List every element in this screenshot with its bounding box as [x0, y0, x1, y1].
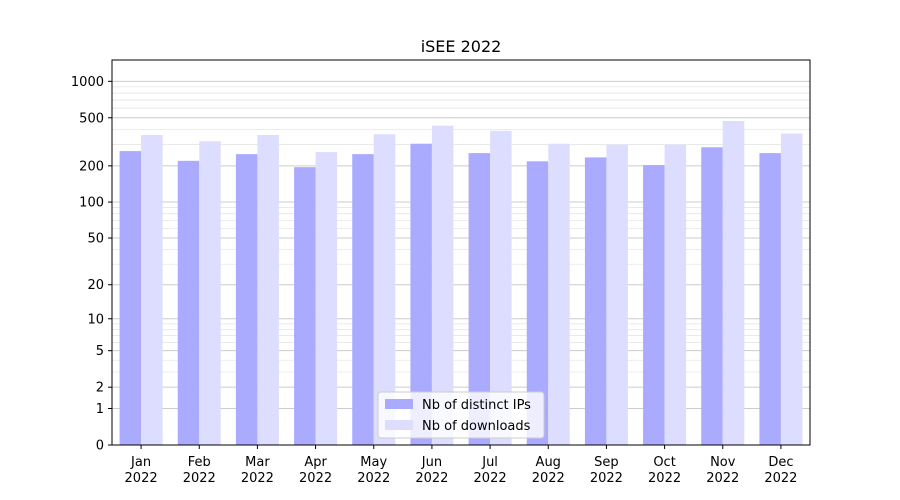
bar-downloads	[664, 144, 687, 445]
grid-lines	[112, 80, 810, 446]
x-tick-label: Apr 2022	[299, 455, 332, 486]
bar-distinct-ips	[468, 153, 491, 446]
bar-downloads	[490, 130, 512, 445]
bar-downloads	[722, 121, 745, 445]
x-tick-label: Mar 2022	[241, 455, 274, 486]
x-tick-label: May 2022	[357, 455, 390, 486]
axes: 0 1 2 5 10 20 50 100 200 500 1000 Jan 2022 Feb 2022 Mar…	[71, 59, 811, 486]
legend-box	[377, 391, 545, 439]
y-tick-label: 500	[79, 111, 104, 126]
legend-swatch	[385, 399, 413, 409]
bar-distinct-ips	[352, 154, 374, 445]
bar-distinct-ips	[177, 160, 200, 445]
legend: Nb of distinct IPs Nb of downloads	[377, 391, 545, 439]
y-tick-label: 200	[79, 159, 104, 174]
bar-distinct-ips	[119, 151, 142, 446]
bar-distinct-ips	[235, 154, 258, 445]
bar-downloads	[199, 141, 221, 445]
bar-downloads	[606, 144, 628, 445]
x-tick-label: Dec 2022	[764, 455, 797, 486]
y-tick-label: 1	[96, 402, 104, 417]
bar-distinct-ips	[701, 147, 723, 445]
bar-downloads	[141, 135, 163, 445]
x-tick-label: Jan 2022	[125, 455, 158, 486]
y-tick-label: 2	[96, 381, 104, 396]
y-tick-label: 100	[79, 196, 104, 211]
x-tick-label: Jun 2022	[415, 455, 448, 486]
y-tick-label: 20	[87, 278, 104, 293]
bar-downloads	[780, 133, 803, 445]
y-tick-label: 5	[96, 344, 104, 359]
y-tick-label: 1000	[71, 75, 104, 90]
bar-distinct-ips	[526, 161, 549, 445]
y-tick-label: 0	[96, 439, 104, 454]
bar-distinct-ips	[759, 153, 781, 446]
bar-distinct-ips	[410, 143, 432, 445]
bar-downloads	[548, 143, 570, 445]
legend-label: Nb of distinct IPs	[422, 398, 531, 413]
x-tick-label: Aug 2022	[532, 455, 565, 486]
y-tick-label: 10	[87, 312, 104, 327]
bar-distinct-ips	[294, 167, 316, 445]
chart-title: iSEE 2022	[421, 37, 502, 56]
x-tick-label: Feb 2022	[183, 455, 216, 486]
bar-distinct-ips	[584, 157, 607, 445]
x-tick-label: Oct 2022	[648, 455, 681, 486]
bar-downloads	[315, 152, 338, 445]
bar-downloads	[373, 134, 396, 445]
y-tick-label: 50	[87, 232, 104, 247]
x-tick-label: Nov 2022	[706, 455, 739, 486]
legend-swatch	[385, 420, 413, 430]
plot-frame	[111, 59, 811, 446]
x-tick-label: Jul 2022	[474, 455, 507, 486]
bar-distinct-ips	[643, 165, 665, 446]
bar-downloads	[257, 135, 279, 445]
bar-downloads	[431, 125, 454, 446]
bars	[119, 121, 803, 446]
legend-label: Nb of downloads	[422, 419, 531, 434]
x-tick-label: Sep 2022	[590, 455, 623, 486]
